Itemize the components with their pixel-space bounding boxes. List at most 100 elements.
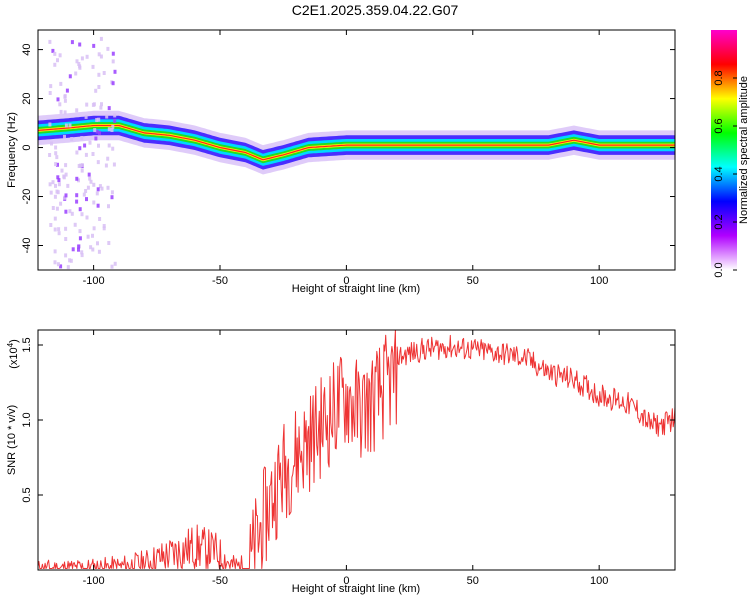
spectrogram-noise-speck <box>107 106 111 111</box>
spectrogram-noise-speck <box>87 172 91 177</box>
spectrogram-noise-speck <box>58 53 62 58</box>
spectrogram-noise-speck <box>96 241 99 246</box>
spectrogram-noise-speck <box>53 51 57 56</box>
spectrogram-noise-speck <box>56 58 59 63</box>
spectrogram-noise-speck <box>91 102 95 107</box>
spectrogram-noise-speck <box>113 118 117 123</box>
spectrogram-noise-speck <box>92 200 96 205</box>
spectrogram-noise-speck <box>75 176 79 181</box>
spectrogram-noise-speck <box>113 261 117 266</box>
spectrogram-noise-speck <box>64 123 68 128</box>
spectrogram-noise-speck <box>97 72 101 77</box>
spectrogram-noise-speck <box>92 226 96 231</box>
spectrogram-panel: -100 -50 0 50 100 40 20 0 -20 -40 Height of stra… <box>6 29 676 295</box>
spectrogram-frame <box>37 29 676 271</box>
colorbar-tick-label: 0.8 <box>713 70 725 85</box>
spectrogram-noise-speck <box>94 88 98 93</box>
spectrogram-noise-speck <box>106 156 110 161</box>
spectrogram-noise-speck <box>56 162 59 167</box>
spectrogram-noise-speck <box>57 178 61 183</box>
spectrogram-noise-speck <box>88 176 92 181</box>
spectrogram-noise-speck <box>89 179 93 184</box>
spectrogram-y-tick-label: -20 <box>21 189 33 205</box>
spectrogram-noise-speck <box>110 195 114 200</box>
colorbar-tick-label: 0.0 <box>713 262 725 277</box>
spectrogram-y-tick-label: 20 <box>21 92 33 104</box>
spectrogram-noise-speck <box>51 48 55 53</box>
spectrogram-noise-speck <box>85 215 89 220</box>
spectrogram-noise-speck <box>70 211 74 216</box>
spectrogram-noise-speck <box>59 264 63 269</box>
spectrogram-noise-speck <box>80 56 84 61</box>
spectrogram-noise-speck <box>85 197 88 202</box>
snr-x-axis-label: Height of straight line (km) <box>292 583 420 595</box>
spectrogram-noise-speck <box>66 183 70 188</box>
spectrogram-x-tick-label: -100 <box>83 275 105 287</box>
spectrogram-noise-speck <box>110 264 114 269</box>
spectrogram-noise-speck <box>56 262 60 267</box>
spectrogram-noise-speck <box>64 253 68 258</box>
spectrogram-noise-speck <box>80 250 84 255</box>
colorbar-tick-label: 0.4 <box>713 166 725 181</box>
spectrogram-noise-speck <box>92 43 96 48</box>
spectrogram-noise-speck <box>96 160 100 165</box>
colorbar-tick-label: 0.2 <box>713 214 725 229</box>
spectrogram-noise-speck <box>98 217 102 221</box>
spectrogram-noise-speck <box>82 192 86 197</box>
spectrogram-noise-speck <box>74 71 78 76</box>
spectrogram-noise-speck <box>86 234 90 239</box>
snr-x-tick-label: -50 <box>212 575 228 587</box>
spectrogram-noise-speck <box>111 59 115 64</box>
spectrogram-noise-speck <box>53 194 57 199</box>
spectrogram-noise-speck <box>75 108 79 113</box>
spectrogram-noise-speck <box>113 113 117 118</box>
spectrogram-noise-speck <box>85 102 89 107</box>
spectrogram-noise-speck <box>63 195 67 200</box>
spectrogram-noise-speck <box>64 226 68 231</box>
spectrogram-noise-speck <box>64 193 68 198</box>
spectrogram-noise-speck <box>57 182 61 187</box>
spectrogram-y-tick-label: 0 <box>21 144 33 150</box>
spectrogram-noise-speck <box>100 186 104 191</box>
colorbar-label: Normalized spectral amplitude <box>738 76 750 224</box>
chart-title: C2E1.2025.359.04.22.G07 <box>292 2 459 18</box>
snr-x-tick-label: -100 <box>83 575 105 587</box>
spectrogram-noise-speck <box>78 146 82 151</box>
spectrogram-noise-speck <box>78 236 82 241</box>
spectrogram-noise-speck <box>59 201 63 206</box>
spectrogram-noise-speck <box>97 85 101 89</box>
spectrogram-noise-speck <box>54 151 58 156</box>
snr-scale-close: ) <box>8 339 20 343</box>
spectrogram-noise-speck <box>48 182 52 187</box>
spectrogram-noise-speck <box>97 249 101 254</box>
spectrogram-y-ticks: 40 20 0 -20 -40 <box>21 43 675 253</box>
spectrogram-noise-speck <box>84 189 88 193</box>
spectrogram-noise-speck <box>89 245 93 250</box>
spectrogram-noise-speck <box>95 129 99 134</box>
spectrogram-noise-speck <box>68 209 72 214</box>
spectrogram-noise-speck <box>95 191 99 196</box>
spectrogram-noise-speck <box>91 152 95 156</box>
spectrogram-noise-speck <box>56 175 60 180</box>
snr-x-tick-label: 0 <box>343 575 349 587</box>
spectrogram-noise-speck <box>80 253 84 258</box>
spectrogram-noise-speck <box>80 212 84 217</box>
spectrogram-noise-speck <box>95 118 99 122</box>
spectrogram-noise-speck <box>48 39 52 44</box>
spectrogram-noise-speck <box>63 98 67 103</box>
spectrogram-noise-speck <box>75 199 79 204</box>
spectrogram-noise-speck <box>64 209 68 214</box>
spectrogram-noise-speck <box>78 207 82 212</box>
spectrogram-noise-speck <box>59 109 63 114</box>
spectrogram-noise-speck <box>62 175 66 180</box>
spectrogram-noise-speck <box>91 233 94 238</box>
spectrogram-noise-speck <box>63 134 66 139</box>
snr-y-ticks: 0.5 1.0 1.5 <box>21 337 675 503</box>
spectrogram-noise-speck <box>80 136 84 140</box>
spectrogram-y-tick-label: 40 <box>21 43 33 55</box>
spectrogram-noise-speck <box>77 247 80 252</box>
spectrogram-noise-speck <box>63 94 67 99</box>
spectrogram-noise-speck <box>75 150 79 155</box>
spectrogram-noise-speck <box>75 193 79 198</box>
